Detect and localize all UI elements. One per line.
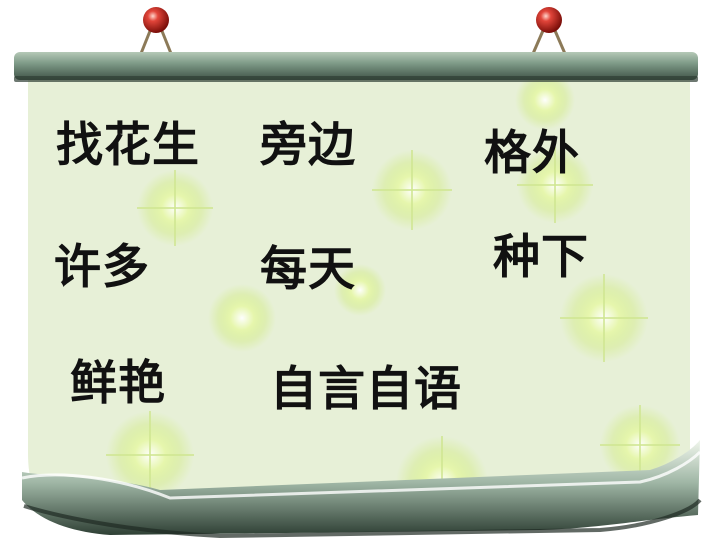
vocab-word: 自言自语 (270, 362, 462, 417)
top-rod (14, 52, 698, 80)
vocab-word: 找花生 (56, 118, 200, 173)
vocab-word: 旁边 (260, 118, 356, 173)
bottom-curl (22, 440, 700, 535)
pushpin-icon (536, 7, 562, 33)
vocab-word: 种下 (493, 230, 589, 285)
vocab-word: 每天 (260, 242, 356, 297)
vocab-word: 许多 (54, 240, 150, 295)
pushpin-icon (143, 7, 169, 33)
vocab-word: 鲜艳 (70, 356, 166, 411)
vocab-word: 格外 (484, 126, 580, 181)
hanging-string (138, 25, 568, 57)
